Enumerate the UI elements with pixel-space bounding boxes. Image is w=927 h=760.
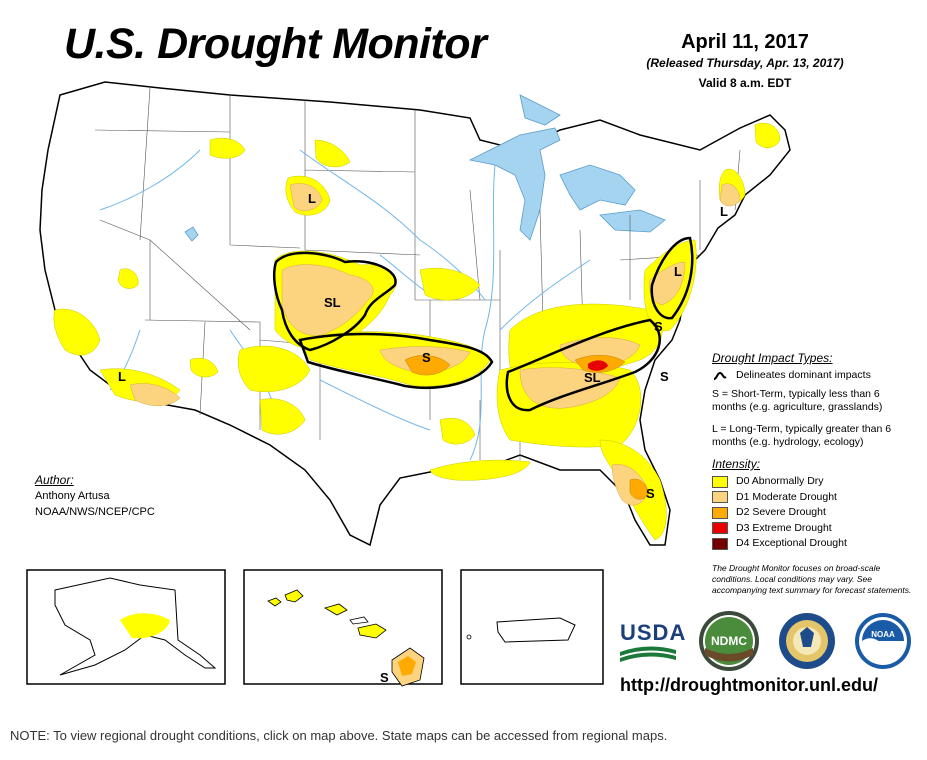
label-florida: S	[646, 486, 655, 501]
label-new-england: L	[720, 204, 728, 219]
great-salt-lake	[184, 226, 199, 242]
date-block: April 11, 2017 (Released Thursday, Apr. …	[620, 30, 870, 92]
label-southern-plains: S	[422, 350, 431, 365]
legend: Drought Impact Types: Delineates dominan…	[712, 352, 917, 552]
label-southern-california: L	[118, 369, 126, 384]
short-term-note: S = Short-Term, typically less than 6 mo…	[712, 388, 883, 413]
delineation-label: Delineates dominant impacts	[736, 369, 871, 381]
label-north-plains: L	[308, 191, 316, 206]
intensity-heading: Intensity:	[712, 457, 761, 471]
intensity-row: D0 Abnormally Dry	[712, 474, 917, 490]
label-central-plains: SL	[324, 295, 341, 310]
delineation-line-icon	[713, 371, 727, 380]
author-heading: Author:	[35, 473, 74, 487]
intensity-label: D2 Severe Drought	[736, 506, 826, 519]
intensity-row: D4 Exceptional Drought	[712, 536, 917, 552]
d3-extreme-drought-area	[588, 360, 608, 371]
intensity-swatch	[712, 506, 728, 519]
map-date: April 11, 2017	[681, 31, 809, 53]
label-southeast: SL	[584, 370, 601, 385]
impact-types-heading: Drought Impact Types:	[712, 351, 833, 365]
author-name: Anthony Artusa	[35, 490, 110, 502]
intensity-label: D4 Exceptional Drought	[736, 537, 847, 550]
intensity-label: D1 Moderate Drought	[736, 490, 837, 503]
label-carolinas: S	[660, 369, 669, 384]
intensity-list: D0 Abnormally Dry D1 Moderate Drought D2 S…	[712, 474, 917, 552]
usda-logo[interactable]: USDA	[620, 620, 687, 671]
intensity-swatch	[712, 537, 728, 550]
noaa-logo[interactable]	[855, 613, 911, 669]
usda-logo-stripes	[620, 646, 676, 662]
puerto-rico-shape	[496, 617, 576, 643]
release-date: (Released Thursday, Apr. 13, 2017)	[646, 56, 844, 70]
intensity-swatch	[712, 522, 728, 535]
drought-monitor-url-link[interactable]: http://droughtmonitor.unl.edu/	[620, 675, 878, 695]
puerto-rico-islet	[466, 634, 472, 640]
commerce-seal-logo[interactable]	[779, 613, 835, 669]
usda-logo-text: USDA	[620, 620, 687, 645]
intensity-swatch	[712, 491, 728, 504]
intensity-label: D3 Extreme Drought	[736, 521, 832, 534]
noaa-logo-text: NOAA	[871, 630, 895, 639]
author-block: Author: Anthony Artusa NOAA/NWS/NCEP/CPC	[35, 472, 155, 520]
long-term-note: L = Long-Term, typically greater than 6 …	[712, 423, 892, 448]
author-org: NOAA/NWS/NCEP/CPC	[35, 506, 155, 518]
intensity-label: D0 Abnormally Dry	[736, 475, 824, 488]
ndmc-logo[interactable]	[699, 611, 759, 671]
page-title: U.S. Drought Monitor	[64, 20, 487, 68]
intensity-swatch	[712, 475, 728, 488]
legend-delineation-row: Delineates dominant impacts	[712, 369, 917, 382]
label-mid-atlantic: S	[654, 319, 663, 334]
intensity-row: D2 Severe Drought	[712, 505, 917, 521]
disclaimer: The Drought Monitor focuses on broad-sca…	[712, 563, 912, 595]
ndmc-logo-text: NDMC	[711, 634, 747, 648]
page-note: NOTE: To view regional drought condition…	[10, 728, 668, 743]
intensity-row: D3 Extreme Drought	[712, 521, 917, 537]
label-new-york: L	[674, 264, 682, 279]
label-hawaii: S	[380, 670, 389, 685]
impact-delineation-lines	[273, 236, 694, 412]
hawaii-d2	[398, 656, 416, 676]
intensity-row: D1 Moderate Drought	[712, 490, 917, 506]
alaska-d0	[120, 613, 170, 639]
valid-time: Valid 8 a.m. EDT	[698, 76, 792, 90]
